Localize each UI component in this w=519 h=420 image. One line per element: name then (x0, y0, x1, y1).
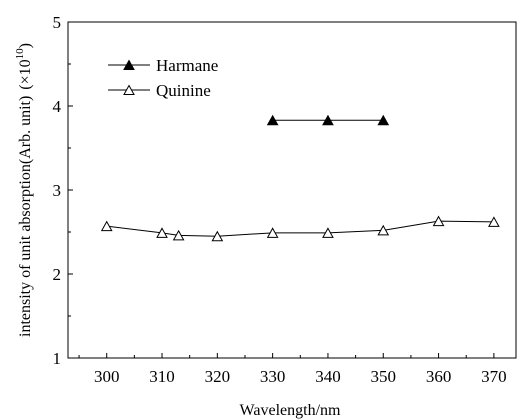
y-axis-unit-suffix: ) (17, 43, 34, 48)
y-axis-title-group: intensity of unit absorption(Arb. unit) (… (14, 43, 34, 337)
legend-marker-quinine (123, 84, 135, 95)
data-point-quinine (100, 220, 113, 232)
data-point-quinine (172, 229, 185, 241)
x-tick-label: 330 (260, 367, 286, 386)
legend: Harmane Quinine (108, 56, 218, 100)
data-point-quinine (377, 224, 390, 236)
legend-item-harmane: Harmane (108, 56, 218, 75)
series-layer (100, 114, 500, 242)
data-point-quinine (322, 227, 334, 238)
plot-area (67, 21, 517, 359)
legend-label-harmane: Harmane (156, 56, 218, 75)
y-tick-label: 1 (53, 349, 62, 368)
x-tick-label: 310 (149, 367, 175, 386)
y-axis-title-text: intensity of unit absorption(Arb. unit) (17, 96, 34, 337)
y-axis: 1 2 3 4 5 (53, 13, 73, 368)
x-axis-title: Wavelength/nm (240, 402, 341, 419)
data-point-harmane (377, 114, 390, 126)
legend-label-quinine: Quinine (156, 81, 211, 100)
x-tick-label: 300 (94, 367, 120, 386)
y-axis-unit-prefix: (×10 (17, 59, 34, 89)
y-tick-label: 4 (53, 97, 62, 116)
data-point-harmane (322, 114, 334, 126)
data-point-quinine (432, 215, 445, 227)
plot-border (67, 21, 517, 359)
data-point-quinine (211, 230, 224, 242)
x-tick-label: 340 (315, 367, 341, 386)
legend-marker-harmane (123, 59, 135, 70)
data-point-quinine (156, 227, 168, 238)
x-tick-label: 370 (481, 367, 507, 386)
x-tick-label: 360 (426, 367, 452, 386)
x-tick-label: 320 (205, 367, 231, 386)
y-tick-label: 3 (53, 181, 62, 200)
y-axis-unit-exponent: 10 (14, 48, 26, 60)
x-axis: 300 310 320 330 340 350 360 370 (78, 353, 507, 386)
y-tick-label: 2 (53, 265, 62, 284)
y-axis-title: intensity of unit absorption(Arb. unit) (… (14, 43, 34, 337)
legend-item-quinine: Quinine (108, 81, 211, 100)
y-tick-label: 5 (53, 13, 62, 32)
series-harmane (266, 114, 390, 126)
data-point-harmane (266, 114, 279, 126)
series-quinine (100, 215, 500, 242)
data-point-quinine (266, 227, 279, 238)
data-point-quinine (488, 216, 500, 227)
x-tick-label: 350 (371, 367, 397, 386)
